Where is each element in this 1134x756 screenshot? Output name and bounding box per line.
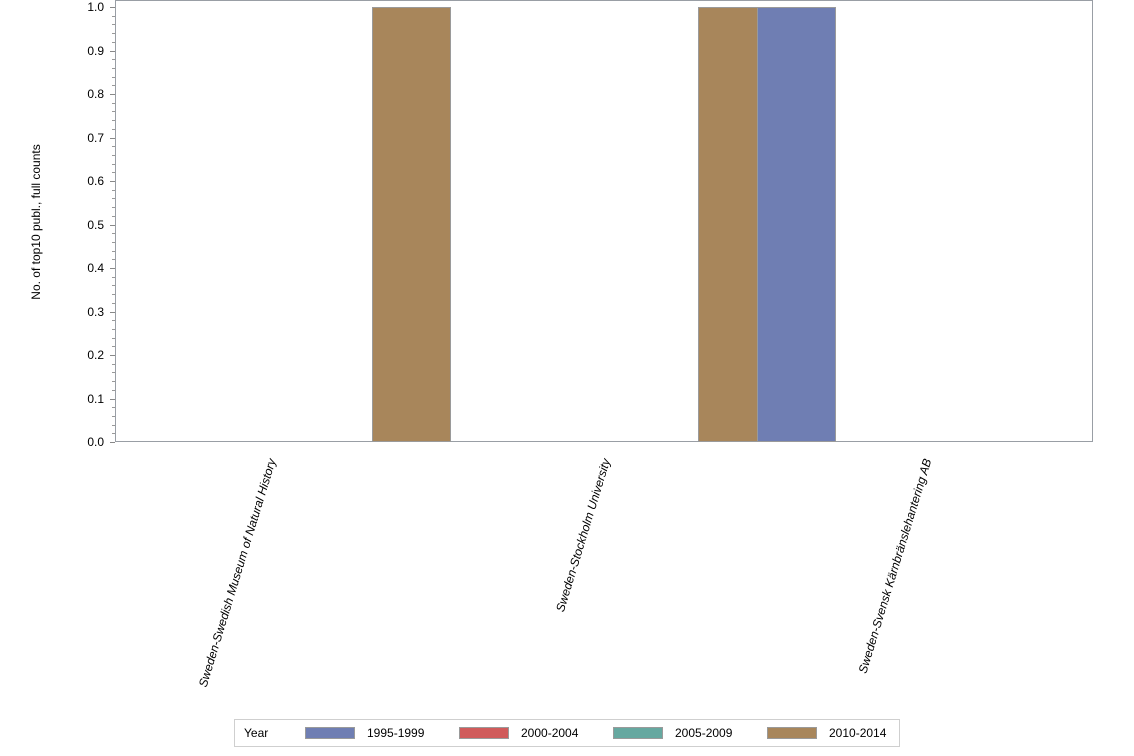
legend: Year 1995-1999 2000-2004 2005-2009 2010-… bbox=[234, 719, 900, 747]
y-tick bbox=[110, 268, 115, 269]
y-minor-tick bbox=[112, 285, 115, 287]
legend-swatch bbox=[613, 727, 663, 739]
y-tick bbox=[110, 7, 115, 8]
y-tick bbox=[110, 181, 115, 182]
legend-swatch bbox=[305, 727, 355, 739]
y-minor-tick bbox=[112, 59, 115, 61]
y-tick bbox=[110, 137, 115, 139]
y-tick bbox=[110, 311, 115, 313]
y-minor-tick bbox=[112, 363, 115, 365]
y-tick bbox=[110, 442, 115, 443]
y-minor-tick bbox=[112, 381, 115, 383]
y-minor-tick bbox=[112, 250, 115, 252]
y-minor-tick bbox=[112, 15, 115, 17]
y-minor-tick bbox=[112, 415, 115, 417]
legend-swatch bbox=[459, 727, 509, 739]
bar-1995-1999 bbox=[757, 7, 836, 442]
y-tick bbox=[110, 355, 115, 356]
y-minor-tick bbox=[112, 41, 115, 43]
y-minor-tick bbox=[112, 302, 115, 304]
y-tick-label: 0.3 bbox=[87, 304, 104, 319]
y-axis-title: No. of top10 publ., full counts bbox=[29, 144, 43, 300]
y-tick-label: 0.1 bbox=[87, 391, 104, 406]
y-tick bbox=[110, 94, 115, 95]
y-tick-label: 0.2 bbox=[87, 348, 104, 362]
y-minor-tick bbox=[112, 259, 115, 261]
y-tick bbox=[110, 224, 115, 226]
y-tick-label: 0.5 bbox=[87, 217, 104, 232]
y-minor-tick bbox=[112, 102, 115, 104]
y-tick bbox=[110, 398, 115, 400]
y-minor-tick bbox=[112, 172, 115, 174]
y-minor-tick bbox=[112, 320, 115, 322]
y-tick bbox=[110, 50, 115, 52]
y-minor-tick bbox=[112, 198, 115, 200]
y-minor-tick bbox=[112, 128, 115, 130]
y-minor-tick bbox=[112, 215, 115, 217]
y-minor-tick bbox=[112, 407, 115, 409]
y-minor-tick bbox=[112, 337, 115, 339]
y-minor-tick bbox=[112, 120, 115, 122]
y-minor-tick bbox=[112, 111, 115, 113]
y-tick-label: 0.8 bbox=[87, 87, 104, 101]
y-minor-tick bbox=[112, 189, 115, 191]
legend-item-2010-2014: 2010-2014 bbox=[767, 720, 886, 746]
y-tick-label: 0.9 bbox=[87, 43, 104, 58]
legend-item-2000-2004: 2000-2004 bbox=[459, 720, 578, 746]
y-minor-tick bbox=[112, 233, 115, 235]
y-minor-tick bbox=[112, 33, 115, 35]
y-minor-tick bbox=[112, 146, 115, 148]
y-minor-tick bbox=[112, 163, 115, 165]
y-minor-tick bbox=[112, 67, 115, 69]
y-minor-tick bbox=[112, 154, 115, 156]
legend-title: Year bbox=[244, 726, 269, 740]
y-minor-tick bbox=[112, 372, 115, 374]
x-tick-label: Sweden-Swedish Museum of Natural History bbox=[195, 456, 279, 689]
y-tick-label: 0.0 bbox=[87, 435, 104, 449]
bar-2010-2014 bbox=[372, 7, 451, 442]
y-minor-tick bbox=[112, 207, 115, 209]
y-minor-tick bbox=[112, 76, 115, 78]
y-minor-tick bbox=[112, 85, 115, 87]
x-tick-label: Sweden-Stockholm University bbox=[553, 456, 614, 614]
y-minor-tick bbox=[112, 241, 115, 243]
legend-item-2005-2009: 2005-2009 bbox=[613, 720, 732, 746]
y-minor-tick bbox=[112, 276, 115, 278]
y-tick-label: 0.6 bbox=[87, 174, 104, 188]
y-tick-label: 0.7 bbox=[87, 130, 104, 145]
y-minor-tick bbox=[112, 389, 115, 391]
legend-item-1995-1999: 1995-1999 bbox=[305, 720, 424, 746]
y-minor-tick bbox=[112, 294, 115, 296]
y-minor-tick bbox=[112, 424, 115, 426]
legend-swatch bbox=[767, 727, 817, 739]
y-tick-label: 0.4 bbox=[87, 261, 104, 275]
y-minor-tick bbox=[112, 433, 115, 435]
y-minor-tick bbox=[112, 24, 115, 26]
y-minor-tick bbox=[112, 328, 115, 330]
y-minor-tick bbox=[112, 346, 115, 348]
x-tick-label: Sweden-Svensk Kärnbränslehantering AB bbox=[855, 456, 935, 675]
plot-area bbox=[115, 0, 1093, 442]
y-tick-label: 1.0 bbox=[87, 0, 104, 14]
